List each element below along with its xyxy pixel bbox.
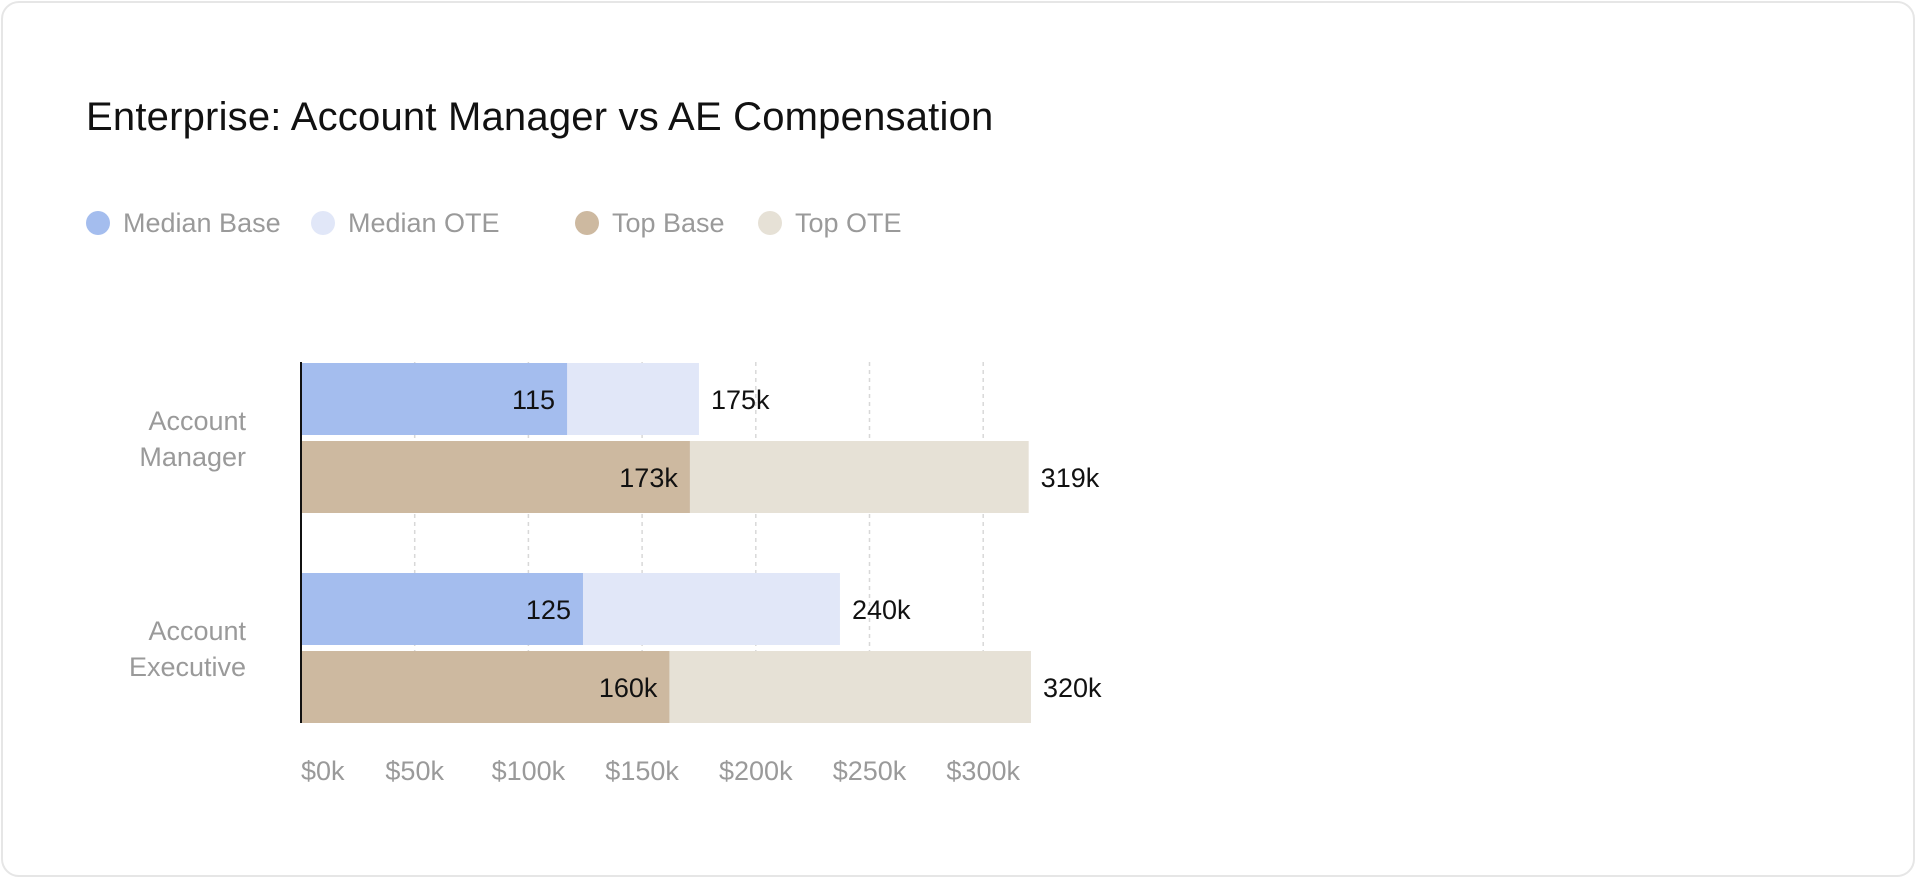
data-label-top-ote-1: 320k [1043,673,1102,703]
data-label-median-ote-1: 240k [852,595,911,625]
category-label-0: Account Manager [139,406,246,472]
legend-item-median-ote: Median OTE [311,205,500,241]
bar-top-base-1 [301,651,670,723]
data-label-median-ote-0: 175k [711,385,770,415]
legend-label-median-base: Median Base [123,207,281,238]
bar-top-base-0 [301,441,690,513]
legend-swatch-median-base [86,211,110,235]
x-tick-label-50: $50k [385,756,444,786]
legend-item-top-base: Top Base [575,205,725,241]
legend-label-top-base: Top Base [612,207,725,238]
legend-item-median-base: Median Base [86,205,281,241]
x-tick-label-0: $0k [301,756,345,786]
category-label-1: Account Executive [129,616,247,682]
bar-median-base-1 [301,573,583,645]
legend-swatch-top-base [575,211,599,235]
x-tick-label-300: $300k [946,756,1020,786]
legend-swatch-median-ote [311,211,335,235]
legend-label-top-ote: Top OTE [795,207,902,238]
legend-item-top-ote: Top OTE [758,205,902,241]
x-tick-label-100: $100k [492,756,566,786]
chart-title: Enterprise: Account Manager vs AE Compen… [86,95,994,139]
data-label-top-base-1: 160k [599,673,658,703]
legend-swatch-top-ote [758,211,782,235]
data-label-median-base-1: 125 [526,595,571,625]
legend-label-median-ote: Median OTE [348,207,500,238]
x-tick-label-200: $200k [719,756,793,786]
x-tick-label-250: $250k [833,756,907,786]
data-label-top-base-0: 173k [619,463,678,493]
data-label-median-base-0: 115 [512,385,555,415]
x-tick-label-150: $150k [605,756,679,786]
data-label-top-ote-0: 319k [1041,463,1100,493]
bar-median-base-0 [301,363,568,435]
